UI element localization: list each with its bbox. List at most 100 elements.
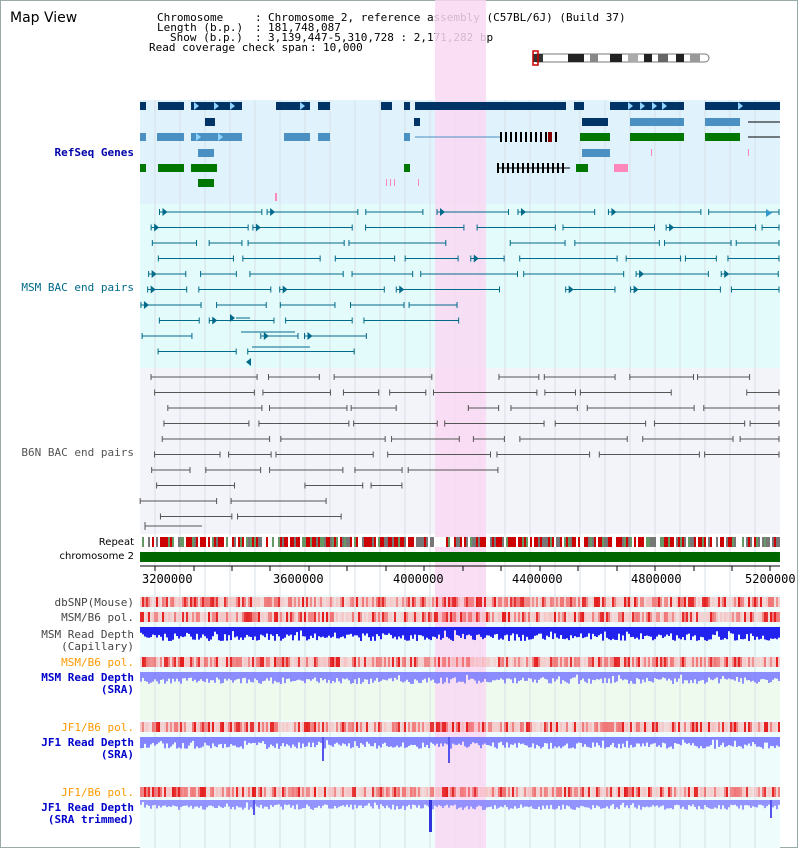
read-depth-bar (422, 737, 424, 743)
read-depth-bar (748, 627, 750, 641)
snp-density-bar (664, 787, 666, 797)
refseq-gene (140, 102, 146, 110)
read-depth-bar (410, 627, 412, 636)
track-label-msm-bac[interactable]: MSM BAC end pairs (21, 281, 134, 294)
snp-density-bar (318, 787, 320, 797)
snp-density-bar (630, 597, 632, 607)
gene-arrow (662, 102, 667, 110)
snp-density-bar (190, 787, 192, 797)
track-label-msm-b6-pol-2: MSM/B6 pol. (61, 656, 134, 669)
read-depth-bar (632, 800, 634, 804)
refseq-mark (390, 179, 391, 186)
snp-density-bar (172, 787, 174, 797)
read-depth-bar (202, 672, 204, 682)
snp-density-bar (266, 787, 268, 797)
snp-density-bar (366, 657, 368, 667)
bac-arrow (724, 270, 730, 278)
snp-density-bar (592, 597, 594, 607)
snp-density-bar (680, 722, 682, 732)
read-depth-bar (314, 800, 316, 808)
snp-density-bar (688, 612, 690, 622)
read-depth-bar (342, 737, 344, 744)
snp-density-bar (210, 612, 212, 622)
read-depth-bar (406, 672, 408, 680)
snp-density-bar (560, 722, 562, 732)
bac-arrow (263, 332, 269, 340)
track-label-dbsnp: dbSNP(Mouse) (54, 596, 134, 609)
read-depth-bar (380, 627, 382, 640)
snp-density-bar (634, 787, 636, 797)
repeat-bar (302, 537, 304, 547)
snp-density-bar (604, 612, 606, 622)
read-depth-bar (680, 627, 682, 640)
read-depth-bar (486, 800, 488, 808)
read-depth-bar (170, 800, 172, 807)
read-depth-bar (556, 737, 558, 748)
snp-density-bar (162, 787, 164, 797)
repeat-bar (382, 537, 384, 547)
repeat-bar (690, 537, 692, 547)
read-depth-bar (274, 737, 276, 748)
snp-density-bar (698, 787, 700, 797)
read-depth-bar (602, 672, 604, 684)
snp-density-bar (194, 722, 196, 732)
read-depth-bar (764, 800, 766, 809)
read-depth-bar (438, 737, 440, 747)
read-depth-bar (186, 737, 188, 749)
snp-density-bar (404, 722, 406, 732)
read-depth-bar (472, 627, 474, 640)
read-depth-bar (324, 737, 326, 749)
snp-density-bar (518, 612, 520, 622)
snp-density-bar (164, 787, 166, 797)
read-depth-bar (402, 737, 404, 743)
snp-density-bar (566, 787, 568, 797)
read-depth-bar (292, 627, 294, 641)
snp-density-bar (444, 722, 446, 732)
snp-density-bar (288, 657, 290, 667)
read-depth-bar (554, 627, 556, 634)
snp-density-bar (402, 787, 404, 797)
repeat-bar (698, 537, 700, 547)
repeat-bar (476, 537, 478, 547)
read-depth-bar (170, 737, 172, 747)
repeat-bar (522, 537, 524, 547)
snp-density-bar (720, 722, 722, 732)
snp-density-bar (490, 657, 492, 667)
snp-density-bar (192, 787, 194, 797)
track-label-refseq-genes[interactable]: RefSeq Genes (54, 146, 134, 159)
read-depth-bar (210, 737, 212, 749)
snp-density-bar (372, 787, 374, 797)
snp-density-bar (476, 657, 478, 667)
snp-density-bar (698, 722, 700, 732)
read-depth-bar (228, 737, 230, 747)
read-depth-bar (764, 627, 766, 640)
snp-density-bar (378, 597, 380, 607)
snp-density-bar (278, 597, 280, 607)
read-depth-bar (520, 627, 522, 641)
read-depth-bar (642, 800, 644, 807)
snp-density-bar (312, 612, 314, 622)
snp-density-bar (518, 722, 520, 732)
snp-density-bar (360, 722, 362, 732)
snp-density-bar (676, 597, 678, 607)
read-depth-bar (678, 800, 680, 806)
chromosome-ideogram[interactable] (528, 50, 714, 66)
snp-density-bar (284, 722, 286, 732)
snp-density-bar (750, 722, 752, 732)
track-label-b6n-bac[interactable]: B6N BAC end pairs (21, 446, 134, 459)
snp-density-bar (762, 612, 764, 622)
snp-density-bar (566, 657, 568, 667)
snp-density-bar (294, 597, 296, 607)
snp-density-bar (758, 787, 760, 797)
snp-density-bar (508, 612, 510, 622)
read-depth-bar (634, 800, 636, 808)
repeat-bar (526, 537, 528, 547)
snp-density-bar (668, 787, 670, 797)
read-depth-bar (620, 737, 622, 749)
read-depth-bar (744, 800, 746, 806)
snp-density-bar (594, 657, 596, 667)
snp-density-bar (460, 612, 462, 622)
read-depth-bar (456, 737, 458, 745)
read-depth-bar (702, 672, 704, 680)
